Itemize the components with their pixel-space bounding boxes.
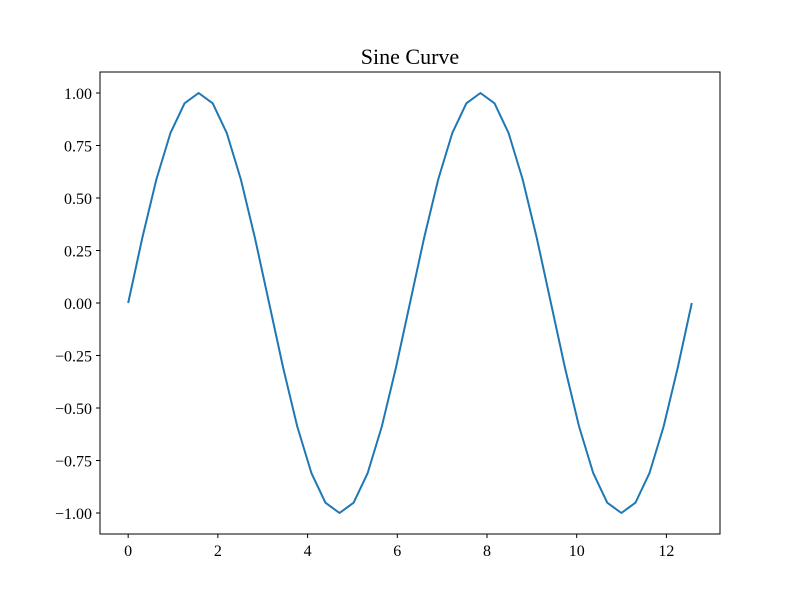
chart-title: Sine Curve: [361, 44, 459, 69]
y-tick-label: 0.00: [64, 296, 92, 313]
x-tick-label: 12: [658, 543, 674, 560]
sine-series-line: [127, 92, 693, 514]
x-tick-label: 10: [569, 543, 585, 560]
x-tick-label: 6: [393, 543, 401, 560]
y-tick-label: −0.25: [55, 349, 92, 366]
axes-frame: [99, 71, 721, 535]
y-tick-label: −1.00: [55, 506, 92, 523]
y-tick-label: 0.75: [64, 139, 92, 156]
y-tick-label: 0.25: [64, 244, 92, 261]
y-tick-label: −0.75: [55, 454, 92, 471]
x-tick-label: 0: [124, 543, 132, 560]
y-tick-label: −0.50: [55, 401, 92, 418]
y-tick-label: 0.50: [64, 191, 92, 208]
x-tick-label: 4: [304, 543, 312, 560]
y-tick-label: 1.00: [64, 86, 92, 103]
x-tick-label: 8: [483, 543, 491, 560]
x-tick-label: 2: [214, 543, 222, 560]
